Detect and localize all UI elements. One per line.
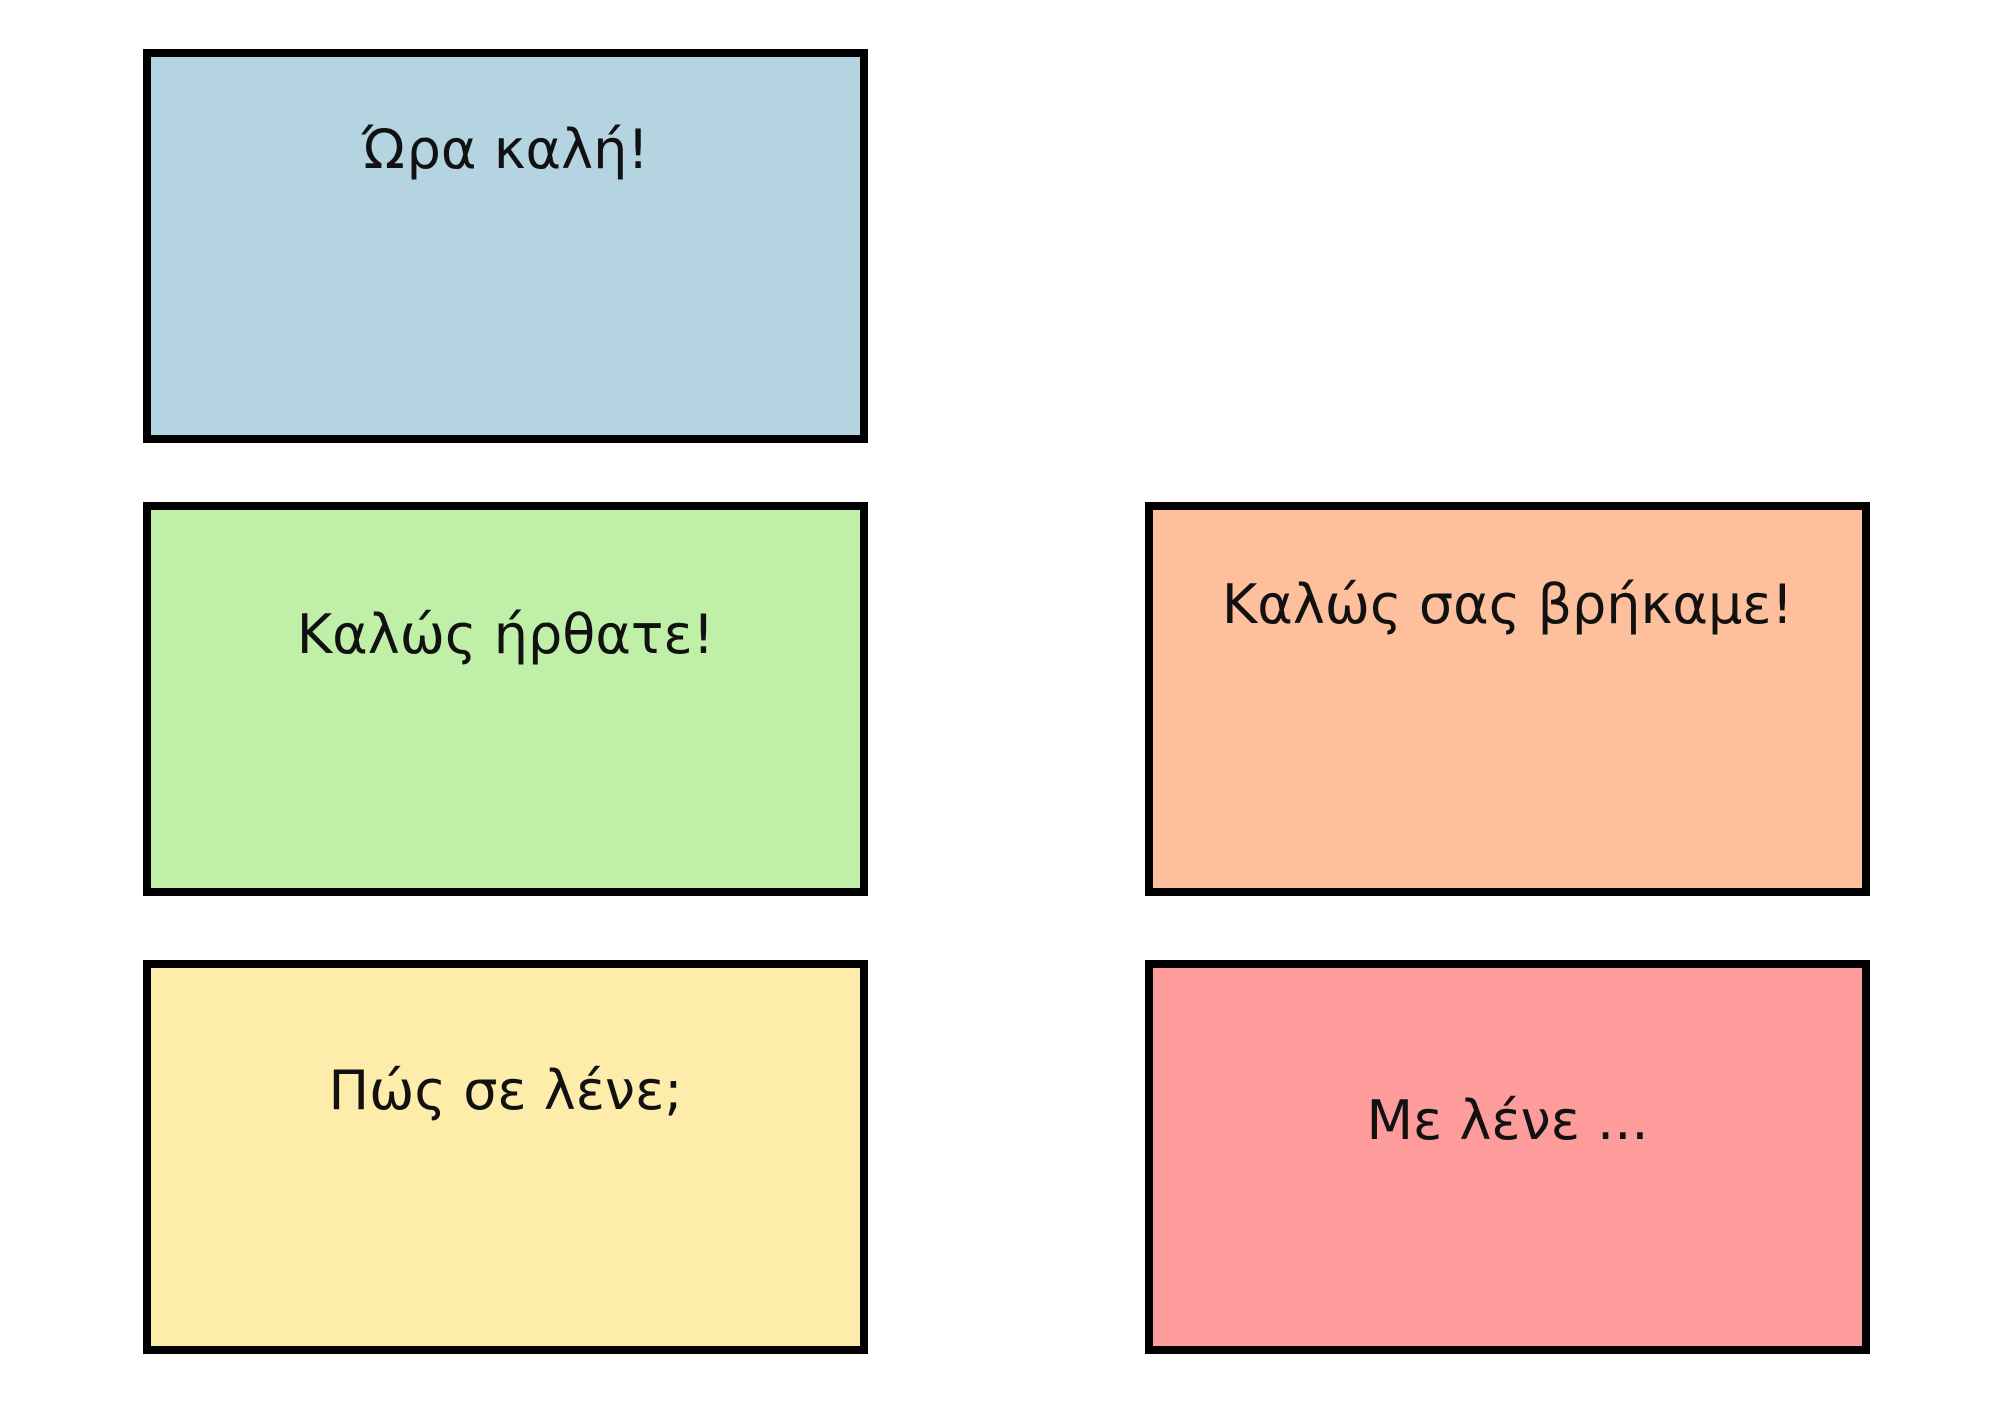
phrase-card-kalos-sas-vrikame: Καλώς σας βρήκαμε!	[1145, 502, 1870, 896]
phrase-card-ora-kali: Ώρα καλή!	[143, 49, 868, 443]
phrase-card-label: Πώς σε λένε;	[328, 1059, 683, 1122]
phrase-card-me-lene: Με λένε ...	[1145, 960, 1870, 1354]
phrase-card-label: Ώρα καλή!	[362, 118, 649, 181]
phrase-card-kalos-irthate: Καλώς ήρθατε!	[143, 502, 868, 896]
phrase-card-label: Με λένε ...	[1366, 1089, 1649, 1152]
phrase-card-label: Καλώς σας βρήκαμε!	[1221, 573, 1794, 636]
phrase-card-label: Καλώς ήρθατε!	[296, 603, 715, 666]
phrase-card-pos-se-lene: Πώς σε λένε;	[143, 960, 868, 1354]
